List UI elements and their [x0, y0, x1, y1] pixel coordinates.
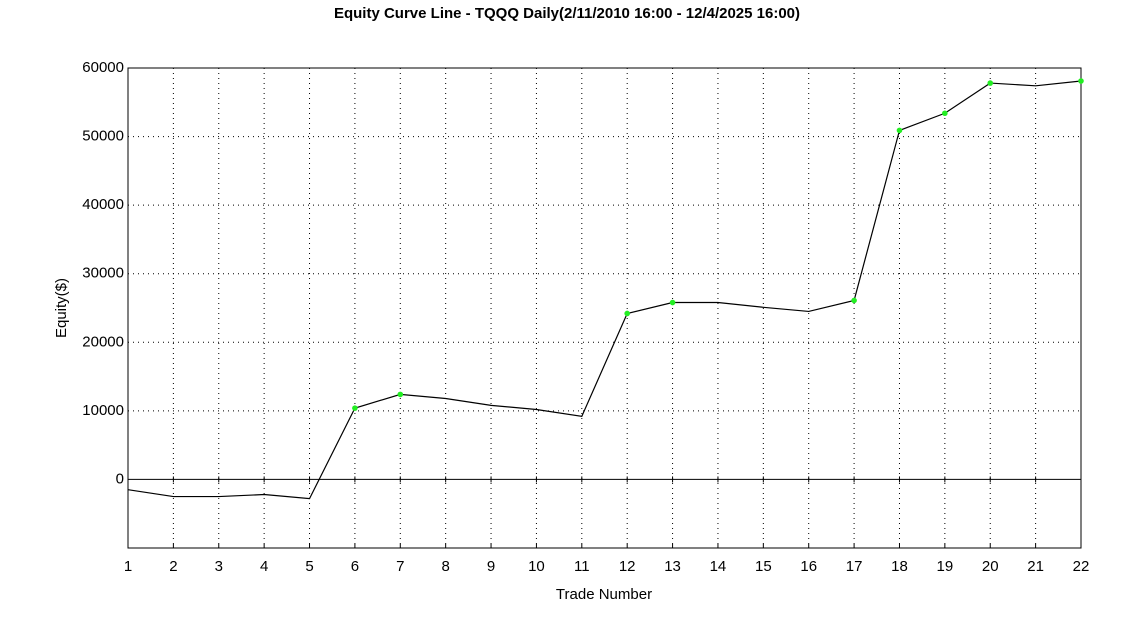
x-tick-label: 13	[664, 558, 681, 575]
x-tick-label: 16	[800, 558, 817, 575]
x-tick-label: 10	[528, 558, 545, 575]
y-tick-label: 10000	[82, 402, 124, 419]
x-tick-label: 11	[574, 558, 590, 575]
y-tick-label: 60000	[82, 59, 124, 76]
chart-title: Equity Curve Line - TQQQ Daily(2/11/2010…	[334, 5, 800, 22]
y-tick-label: 20000	[82, 333, 124, 350]
x-tick-label: 4	[260, 558, 268, 575]
x-tick-label: 20	[982, 558, 999, 575]
y-tick-label: 40000	[82, 196, 124, 213]
new-high-marker	[624, 310, 630, 317]
new-high-marker	[397, 391, 404, 398]
y-axis-label: Equity($)	[53, 278, 70, 338]
new-high-marker	[352, 405, 358, 411]
x-tick-label: 22	[1073, 558, 1090, 575]
y-tick-label: 50000	[82, 128, 124, 145]
x-tick-label: 18	[891, 558, 908, 575]
x-tick-label: 1	[124, 558, 132, 575]
new-high-marker	[987, 80, 994, 86]
x-tick-label: 14	[710, 558, 727, 575]
x-tick-label: 9	[487, 558, 495, 575]
x-tick-label: 6	[351, 558, 359, 575]
x-tick-label: 17	[846, 558, 863, 575]
x-tick-label: 15	[755, 558, 772, 575]
y-tick-label: 0	[116, 470, 124, 487]
y-tick-label: 30000	[82, 265, 124, 282]
x-tick-label: 12	[619, 558, 636, 575]
x-tick-label: 8	[441, 558, 449, 575]
x-tick-label: 3	[215, 558, 223, 575]
x-tick-label: 5	[305, 558, 313, 575]
new-high-marker	[851, 297, 857, 304]
x-tick-label: 21	[1027, 558, 1044, 575]
equity-line	[127, 80, 1082, 500]
new-high-marker	[1078, 78, 1084, 84]
new-high-marker	[669, 299, 676, 306]
x-axis-label: Trade Number	[556, 586, 652, 603]
x-tick-label: 7	[396, 558, 404, 575]
new-high-marker	[896, 127, 903, 134]
new-high-marker	[942, 110, 948, 117]
x-tick-label: 2	[169, 558, 177, 575]
plot-frame	[127, 67, 1082, 549]
x-tick-label: 19	[937, 558, 954, 575]
